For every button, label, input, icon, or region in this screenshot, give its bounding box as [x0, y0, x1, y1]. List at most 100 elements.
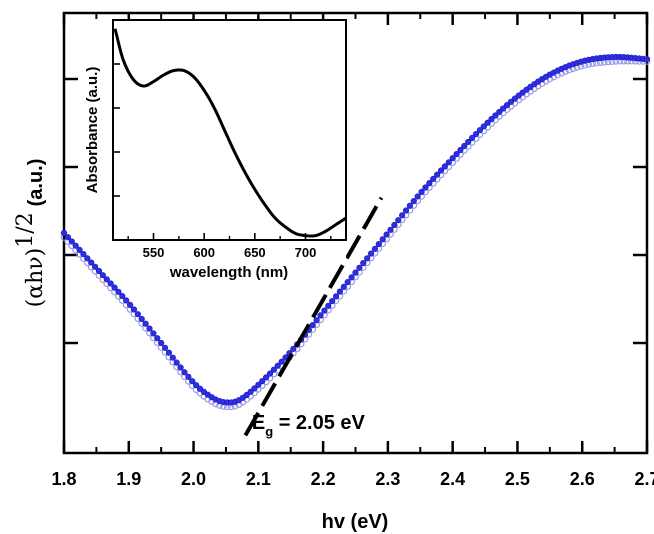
band-gap-annotation-rest: = 2.05 eV — [273, 412, 365, 434]
data-point — [476, 127, 483, 134]
data-point — [391, 221, 398, 229]
x-tick-label: 2.7 — [634, 469, 654, 489]
y-axis-label-unit: (a.u.) — [25, 159, 47, 207]
data-point — [193, 382, 200, 389]
y-axis-label-main: (αhν) — [23, 248, 48, 308]
data-point — [119, 292, 126, 300]
data-point — [95, 267, 103, 275]
data-point — [371, 245, 379, 252]
data-point — [158, 339, 165, 347]
data-point — [80, 251, 87, 258]
y-axis-label: (αhν)1/2 (a.u.) — [13, 159, 48, 308]
x-tick-label: 1.8 — [51, 469, 76, 489]
data-point — [643, 56, 651, 63]
data-point — [453, 151, 460, 158]
data-point — [68, 238, 75, 245]
main-y-ticks — [64, 77, 647, 345]
data-point — [480, 123, 487, 130]
data-point — [344, 279, 351, 286]
data-point — [399, 212, 406, 219]
data-point — [352, 269, 359, 276]
data-point — [379, 236, 386, 243]
data-point — [91, 263, 99, 270]
data-point — [360, 260, 367, 267]
x-tick-label: 2.5 — [505, 469, 530, 489]
x-tick-label: 2.2 — [311, 469, 336, 489]
data-point — [445, 159, 452, 166]
data-point — [484, 119, 491, 126]
data-point — [430, 175, 437, 182]
y-axis-label-exponent: 1/2 — [13, 212, 38, 247]
band-gap-annotation: Eg = 2.05 eV — [252, 412, 366, 439]
inset-x-tick-label: 600 — [193, 245, 215, 260]
x-axis-label: hv (eV) — [322, 511, 389, 533]
data-point — [395, 217, 402, 224]
fit-line-group — [243, 196, 384, 437]
x-tick-label: 2.4 — [440, 469, 465, 489]
data-point — [107, 280, 114, 287]
inset-x-axis-label: wavelength (nm) — [169, 264, 288, 281]
data-point — [434, 171, 441, 178]
data-point — [266, 370, 274, 377]
data-point — [437, 167, 445, 174]
data-point — [461, 142, 468, 150]
data-point — [418, 188, 425, 196]
data-point — [441, 163, 448, 170]
data-point — [263, 374, 270, 381]
data-point — [488, 115, 495, 123]
data-point — [383, 231, 390, 238]
x-tick-label: 1.9 — [116, 469, 141, 489]
data-point — [154, 335, 161, 342]
data-point — [329, 298, 336, 305]
data-point — [364, 255, 371, 262]
data-point — [402, 207, 410, 214]
data-point — [177, 364, 184, 371]
data-point — [496, 108, 503, 116]
data-point — [76, 246, 83, 253]
data-point — [325, 302, 332, 309]
band-gap-annotation-sub: g — [265, 424, 273, 439]
data-point — [336, 288, 344, 295]
data-point — [146, 325, 153, 332]
data-point — [317, 312, 324, 319]
data-point — [340, 283, 347, 290]
data-point — [309, 322, 316, 329]
inset-x-tick-label: 700 — [295, 245, 317, 260]
data-point — [126, 301, 134, 309]
data-point — [123, 297, 130, 304]
data-point — [103, 276, 110, 283]
data-point — [99, 272, 106, 279]
data-point — [64, 234, 71, 241]
data-point — [500, 105, 507, 112]
data-point — [492, 112, 499, 119]
data-point — [138, 315, 145, 323]
data-point — [161, 344, 169, 351]
data-point — [321, 307, 328, 314]
data-point — [356, 264, 363, 271]
x-tick-label: 2.1 — [246, 469, 271, 489]
data-point — [503, 102, 511, 109]
data-point — [422, 184, 429, 191]
inset-x-tick-label: 650 — [244, 245, 266, 260]
x-tick-label: 2.0 — [181, 469, 206, 489]
data-point — [150, 330, 157, 337]
inset-ticks — [113, 63, 332, 240]
x-tick-label: 2.3 — [375, 469, 400, 489]
data-point — [472, 130, 480, 138]
data-point — [274, 362, 281, 369]
inset-absorbance-line — [113, 28, 347, 238]
data-point — [173, 359, 180, 366]
data-point — [270, 366, 277, 373]
data-point — [426, 180, 433, 187]
data-point — [189, 378, 196, 385]
data-point — [410, 197, 417, 205]
data-point — [60, 229, 68, 237]
data-point — [169, 354, 176, 361]
data-point — [290, 345, 297, 352]
data-point — [111, 284, 118, 291]
data-point — [247, 388, 254, 395]
data-point — [142, 320, 149, 327]
data-point — [414, 193, 421, 200]
data-point — [375, 240, 382, 248]
